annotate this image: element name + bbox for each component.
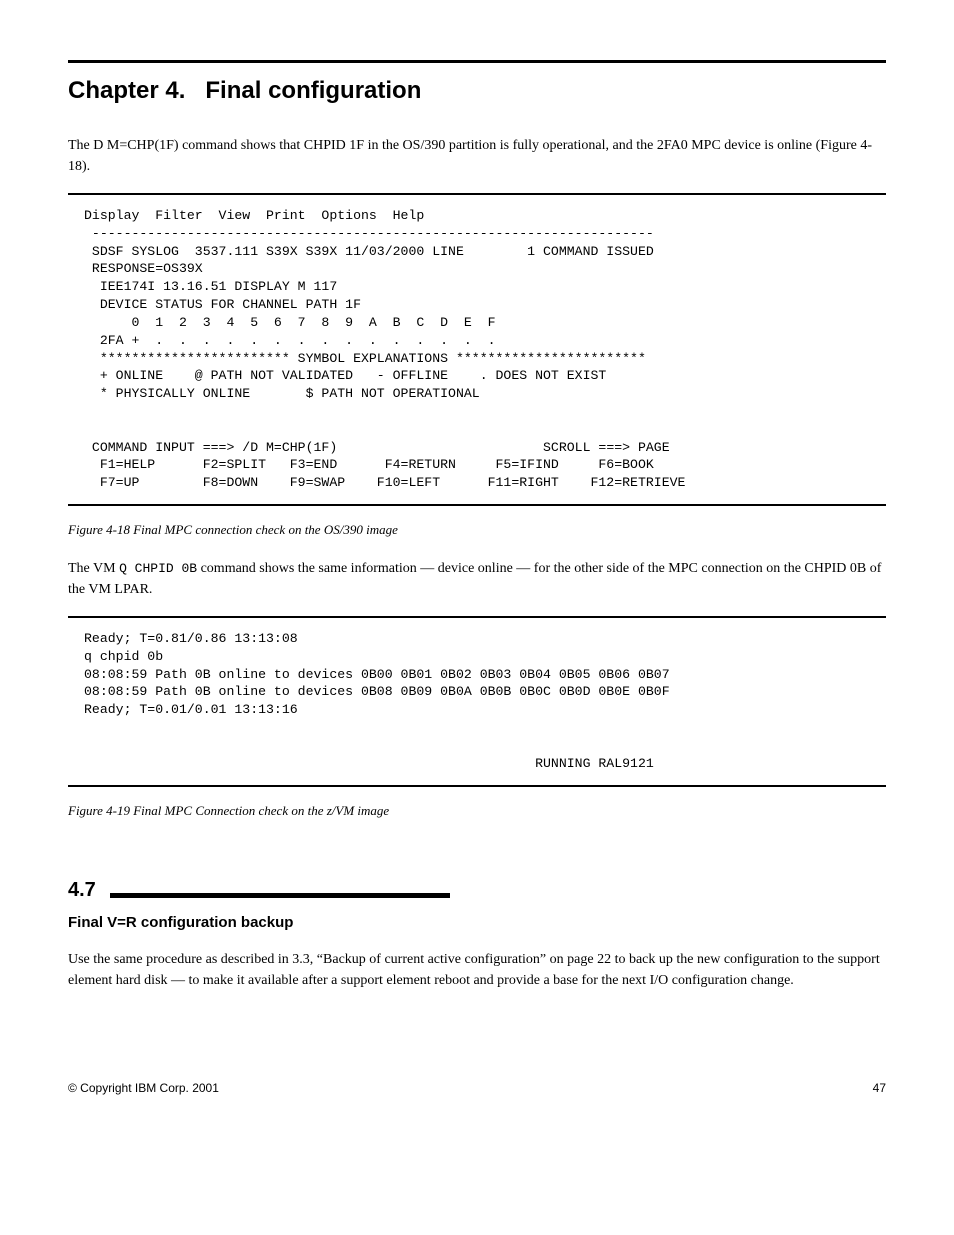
term2-line: Ready; T=0.01/0.01 13:13:16	[84, 702, 298, 717]
figure-caption-2: Figure 4-19 Final MPC Connection check o…	[68, 803, 886, 819]
paragraph-1: The D M=CHP(1F) command shows that CHPID…	[68, 135, 886, 177]
term1-line: ************************ SYMBOL EXPLANAT…	[84, 351, 646, 366]
footer-page-number: 47	[873, 1081, 886, 1095]
term1-line: 2FA + . . . . . . . . . . . . . . .	[84, 333, 496, 348]
term1-fkeys-2: F7=UP F8=DOWN F9=SWAP F10=LEFT F11=RIGHT…	[84, 475, 685, 490]
term2-line: q chpid 0b	[84, 649, 163, 664]
section-subtitle: Final V=R configuration backup	[68, 914, 886, 931]
term2-line: 08:08:59 Path 0B online to devices 0B00 …	[84, 667, 670, 682]
chapter-title-text: Final configuration	[205, 77, 421, 104]
term2-line: 08:08:59 Path 0B online to devices 0B08 …	[84, 684, 670, 699]
term1-rule: ----------------------------------------…	[84, 226, 654, 241]
term2-line: Ready; T=0.81/0.86 13:13:08	[84, 631, 298, 646]
footer-copyright: © Copyright IBM Corp. 2001	[68, 1081, 219, 1095]
term1-line: 0 1 2 3 4 5 6 7 8 9 A B C D E F	[84, 315, 496, 330]
section-bar	[110, 893, 450, 898]
term2-status: RUNNING RAL9121	[84, 756, 654, 771]
term1-line: RESPONSE=OS39X	[84, 261, 203, 276]
terminal-screenshot-2: Ready; T=0.81/0.86 13:13:08 q chpid 0b 0…	[68, 616, 886, 787]
chapter-number: Chapter 4.	[68, 77, 185, 104]
term1-fkeys-1: F1=HELP F2=SPLIT F3=END F4=RETURN F5=IFI…	[84, 457, 654, 472]
top-rule	[68, 60, 886, 63]
terminal-screenshot-1: Display Filter View Print Options Help -…	[68, 193, 886, 506]
term1-line: + ONLINE @ PATH NOT VALIDATED - OFFLINE …	[84, 368, 606, 383]
term1-menu: Display Filter View Print Options Help	[84, 208, 424, 223]
paragraph-2: The VM Q CHPID 0B command shows the same…	[68, 558, 886, 600]
term1-cmd-right: SCROLL ===> PAGE	[543, 440, 670, 455]
page-footer: © Copyright IBM Corp. 2001 47	[68, 1081, 886, 1095]
section-number: 4.7	[68, 879, 96, 904]
para2-part-a: The VM	[68, 561, 119, 576]
term1-line: IEE174I 13.16.51 DISPLAY M 117	[84, 279, 337, 294]
term1-line: SDSF SYSLOG 3537.111 S39X S39X 11/03/200…	[84, 244, 654, 259]
para2-command: Q CHPID 0B	[119, 561, 197, 576]
term1-line: DEVICE STATUS FOR CHANNEL PATH 1F	[84, 297, 361, 312]
term1-cmd-left: COMMAND INPUT ===> /D M=CHP(1F)	[84, 440, 337, 455]
section-header: 4.7	[68, 879, 886, 904]
figure-caption-1: Figure 4-18 Final MPC connection check o…	[68, 522, 886, 538]
term1-line: * PHYSICALLY ONLINE $ PATH NOT OPERATION…	[84, 386, 480, 401]
chapter-heading: Chapter 4. Final configuration	[68, 77, 886, 105]
paragraph-3: Use the same procedure as described in 3…	[68, 949, 886, 991]
